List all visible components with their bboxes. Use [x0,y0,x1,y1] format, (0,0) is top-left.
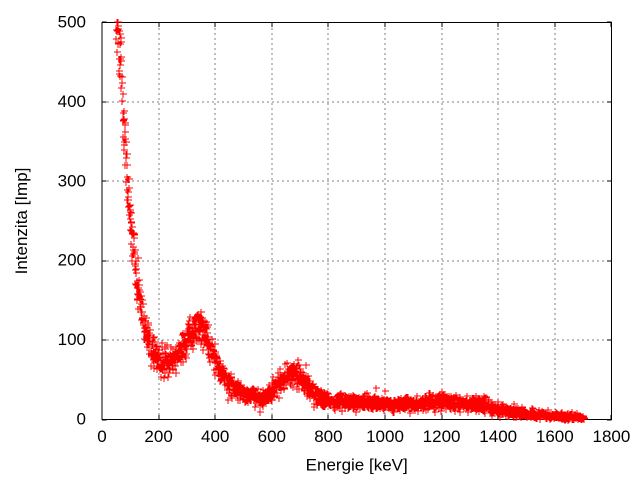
svg-text:100: 100 [58,330,86,349]
svg-text:1200: 1200 [423,427,461,446]
svg-text:Energie [keV]: Energie [keV] [306,456,408,475]
svg-text:1600: 1600 [536,427,574,446]
svg-text:200: 200 [58,251,86,270]
svg-text:300: 300 [58,171,86,190]
svg-text:600: 600 [258,427,286,446]
svg-text:Intenzita [Imp]: Intenzita [Imp] [12,168,31,275]
svg-text:1400: 1400 [479,427,517,446]
svg-text:800: 800 [314,427,342,446]
svg-text:1800: 1800 [592,427,630,446]
svg-text:500: 500 [58,13,86,32]
svg-text:400: 400 [201,427,229,446]
svg-text:400: 400 [58,92,86,111]
svg-text:0: 0 [77,410,86,429]
svg-text:1000: 1000 [366,427,404,446]
svg-text:0: 0 [97,427,106,446]
svg-text:200: 200 [144,427,172,446]
